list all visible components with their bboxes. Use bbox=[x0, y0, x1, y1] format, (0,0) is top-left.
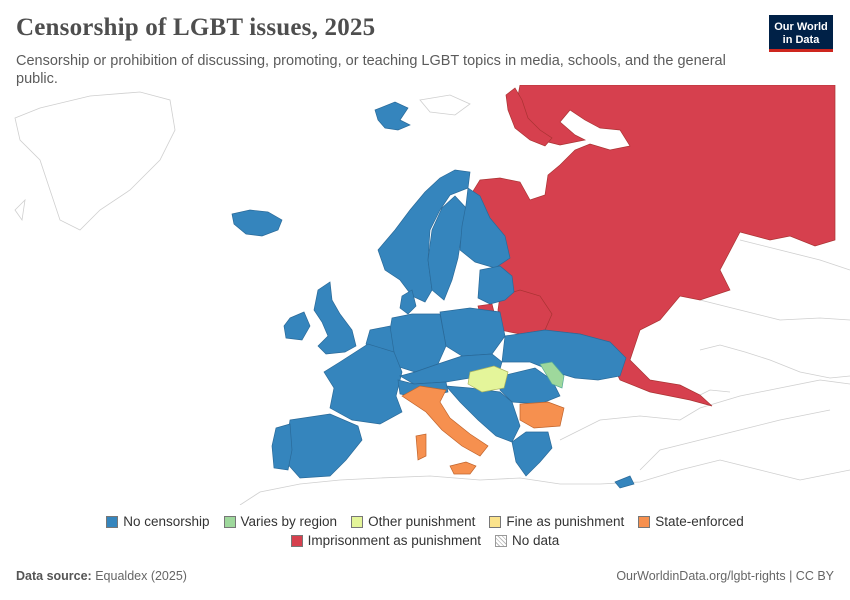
hungary-region[interactable] bbox=[467, 365, 509, 393]
france-region[interactable] bbox=[323, 343, 403, 425]
legend-swatch bbox=[290, 534, 303, 547]
legend-swatch bbox=[495, 534, 508, 547]
legend-item-no-censorship[interactable]: No censorship bbox=[106, 514, 210, 529]
legend-label: Other punishment bbox=[368, 514, 476, 529]
logo-line-1: Our World bbox=[774, 21, 828, 33]
data-source: Data source: Equaldex (2025) bbox=[16, 569, 187, 583]
legend-swatch bbox=[638, 515, 651, 528]
map-legend: No censorship Varies by region Other pun… bbox=[0, 512, 850, 550]
sicily-region[interactable] bbox=[449, 461, 477, 475]
legend-label: Imprisonment as punishment bbox=[307, 533, 482, 548]
legend-item-state-enforced[interactable]: State-enforced bbox=[638, 514, 744, 529]
portugal-region[interactable] bbox=[271, 423, 293, 471]
middle-east-outline bbox=[559, 379, 850, 471]
romania-region[interactable] bbox=[499, 367, 561, 405]
ireland-region[interactable] bbox=[283, 311, 311, 341]
legend-swatch bbox=[106, 515, 119, 528]
legend-label: No censorship bbox=[123, 514, 210, 529]
legend-item-fine-as-punishment[interactable]: Fine as punishment bbox=[489, 514, 624, 529]
arctic-islands-outline bbox=[14, 94, 471, 222]
legend-item-other-punishment[interactable]: Other punishment bbox=[351, 514, 475, 529]
legend-label: Varies by region bbox=[240, 514, 338, 529]
poland-region[interactable] bbox=[439, 307, 506, 357]
legend-item-varies-by-region[interactable]: Varies by region bbox=[223, 514, 338, 529]
svalbard-region[interactable] bbox=[374, 101, 411, 131]
chart-title: Censorship of LGBT issues, 2025 bbox=[16, 14, 376, 41]
owid-logo[interactable]: Our World in Data bbox=[769, 15, 833, 52]
europe-map bbox=[14, 85, 850, 505]
legend-label: State-enforced bbox=[655, 514, 744, 529]
legend-swatch bbox=[223, 515, 236, 528]
novaya-zemlya-region[interactable] bbox=[505, 87, 553, 147]
greenland-outline bbox=[14, 91, 176, 231]
north-africa-outline bbox=[239, 459, 850, 505]
greece-region[interactable] bbox=[511, 431, 553, 477]
baltics-region[interactable] bbox=[477, 265, 515, 305]
legend-item-no-data[interactable]: No data bbox=[495, 533, 559, 548]
source-value: Equaldex (2025) bbox=[95, 569, 187, 583]
cyprus-region[interactable] bbox=[614, 475, 635, 489]
legend-label: No data bbox=[512, 533, 560, 548]
legend-row-2: Imprisonment as punishment No data bbox=[0, 531, 850, 550]
legend-swatch bbox=[489, 515, 502, 528]
legend-row-1: No censorship Varies by region Other pun… bbox=[0, 512, 850, 531]
legend-label: Fine as punishment bbox=[506, 514, 625, 529]
uk-region[interactable] bbox=[313, 281, 357, 355]
moldova-region[interactable] bbox=[539, 361, 565, 389]
denmark-region[interactable] bbox=[399, 289, 417, 315]
caucasus-outline bbox=[689, 344, 850, 401]
chart-subtitle: Censorship or prohibition of discussing,… bbox=[16, 53, 726, 87]
spain-region[interactable] bbox=[283, 413, 363, 479]
legend-swatch bbox=[351, 515, 364, 528]
legend-item-imprisonment[interactable]: Imprisonment as punishment bbox=[290, 533, 482, 548]
bulgaria-region[interactable] bbox=[519, 401, 565, 429]
source-label: Data source: bbox=[16, 569, 92, 583]
logo-line-2: in Data bbox=[782, 33, 820, 46]
sardinia-region[interactable] bbox=[415, 433, 427, 461]
central-asia-outline bbox=[699, 239, 850, 321]
italy-region[interactable] bbox=[401, 385, 489, 457]
ukraine-region[interactable] bbox=[501, 329, 627, 381]
iceland-region[interactable] bbox=[231, 209, 283, 237]
source-link[interactable]: OurWorldinData.org/lgbt-rights | CC BY bbox=[616, 569, 834, 583]
